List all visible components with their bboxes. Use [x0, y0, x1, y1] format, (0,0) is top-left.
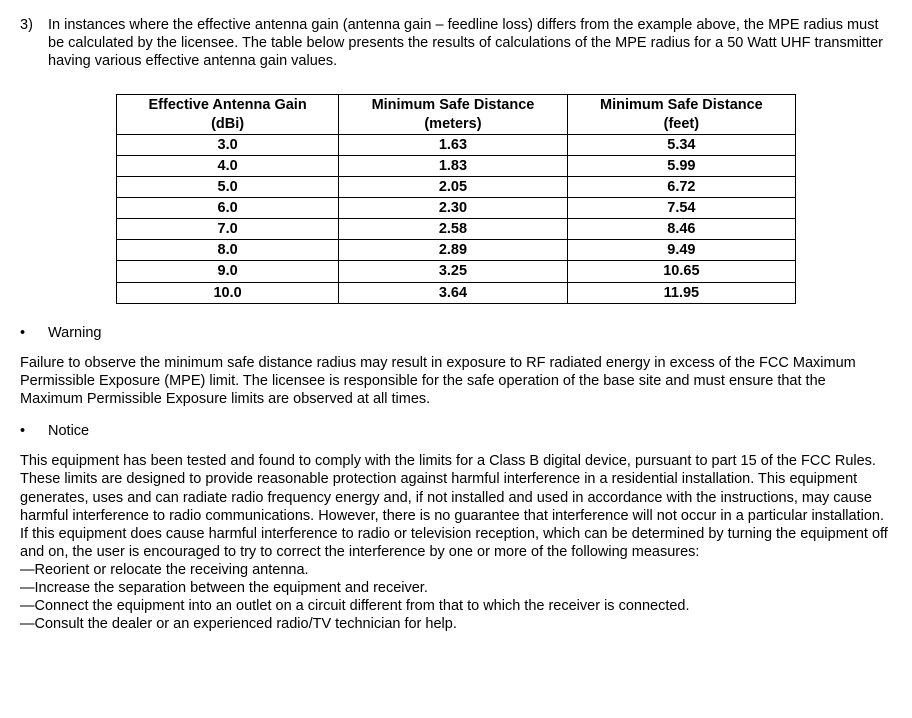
table-cell: 6.0 [116, 198, 338, 219]
table-header-row: Effective Antenna Gain (dBi) Minimum Saf… [116, 95, 795, 134]
table-cell: 2.89 [339, 240, 567, 261]
table-cell: 3.64 [339, 282, 567, 303]
intro-block: 3) In instances where the effective ante… [20, 16, 892, 70]
table-cell: 10.0 [116, 282, 338, 303]
table-cell: 2.58 [339, 219, 567, 240]
table-cell: 9.49 [567, 240, 795, 261]
notice-measures: —Reorient or relocate the receiving ante… [20, 561, 892, 634]
table-cell: 8.46 [567, 219, 795, 240]
table-cell: 5.0 [116, 176, 338, 197]
table-cell: 4.0 [116, 155, 338, 176]
bullet-icon: • [20, 422, 48, 440]
notice-text: This equipment has been tested and found… [20, 452, 892, 561]
table-cell: 3.0 [116, 134, 338, 155]
mpe-table: Effective Antenna Gain (dBi) Minimum Saf… [116, 94, 796, 303]
col-header-meters-l2: (meters) [424, 116, 481, 132]
table-cell: 1.63 [339, 134, 567, 155]
notice-label: Notice [48, 422, 89, 440]
table-row: 8.02.899.49 [116, 240, 795, 261]
table-row: 10.03.6411.95 [116, 282, 795, 303]
table-cell: 7.54 [567, 198, 795, 219]
table-row: 6.02.307.54 [116, 198, 795, 219]
col-header-gain-l1: Effective Antenna Gain [148, 97, 306, 113]
warning-heading: • Warning [20, 324, 892, 342]
table-cell: 9.0 [116, 261, 338, 282]
table-cell: 5.34 [567, 134, 795, 155]
col-header-feet-l2: (feet) [664, 116, 699, 132]
table-cell: 7.0 [116, 219, 338, 240]
notice-measure: —Consult the dealer or an experienced ra… [20, 615, 892, 633]
bullet-icon: • [20, 324, 48, 342]
table-row: 4.01.835.99 [116, 155, 795, 176]
table-cell: 2.30 [339, 198, 567, 219]
table-cell: 5.99 [567, 155, 795, 176]
notice-heading: • Notice [20, 422, 892, 440]
col-header-meters-l1: Minimum Safe Distance [372, 97, 535, 113]
table-row: 7.02.588.46 [116, 219, 795, 240]
table-row: 3.01.635.34 [116, 134, 795, 155]
notice-measure: —Connect the equipment into an outlet on… [20, 597, 892, 615]
notice-measure: —Increase the separation between the equ… [20, 579, 892, 597]
table-body: 3.01.635.344.01.835.995.02.056.726.02.30… [116, 134, 795, 303]
table-cell: 1.83 [339, 155, 567, 176]
table-cell: 3.25 [339, 261, 567, 282]
table-cell: 11.95 [567, 282, 795, 303]
col-header-gain: Effective Antenna Gain (dBi) [116, 95, 338, 134]
warning-text: Failure to observe the minimum safe dist… [20, 354, 892, 408]
table-cell: 2.05 [339, 176, 567, 197]
intro-number: 3) [20, 16, 48, 70]
table-cell: 6.72 [567, 176, 795, 197]
col-header-feet-l1: Minimum Safe Distance [600, 97, 763, 113]
notice-measure: —Reorient or relocate the receiving ante… [20, 561, 892, 579]
col-header-feet: Minimum Safe Distance (feet) [567, 95, 795, 134]
table-row: 9.03.2510.65 [116, 261, 795, 282]
table-cell: 8.0 [116, 240, 338, 261]
table-cell: 10.65 [567, 261, 795, 282]
intro-text: In instances where the effective antenna… [48, 16, 892, 70]
table-row: 5.02.056.72 [116, 176, 795, 197]
col-header-gain-l2: (dBi) [211, 116, 244, 132]
col-header-meters: Minimum Safe Distance (meters) [339, 95, 567, 134]
warning-label: Warning [48, 324, 101, 342]
